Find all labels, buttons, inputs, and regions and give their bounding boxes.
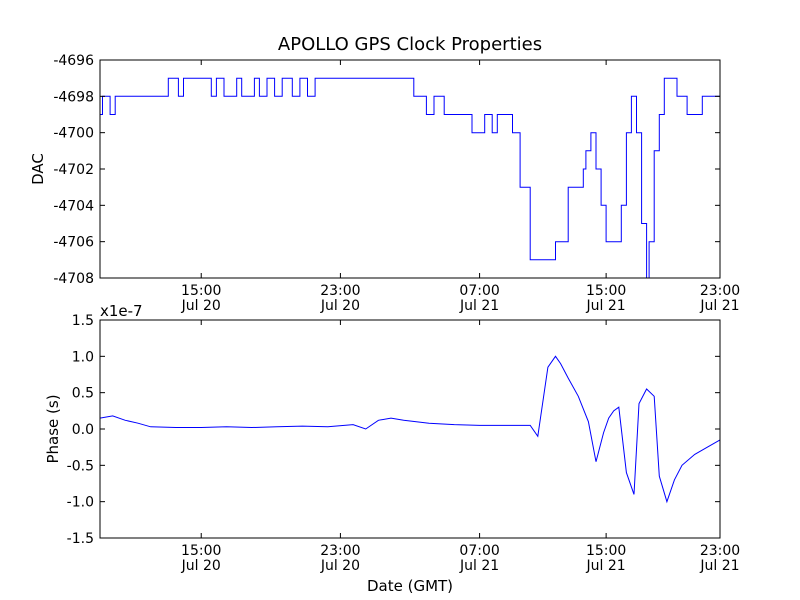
phase-x-tick-date-label: Jul 20	[320, 558, 360, 574]
phase-series-layer	[99, 355, 721, 504]
dac-panel: -4708 -4706 -4704 -4702 -4700 -4698 -4696 15:0…	[29, 53, 740, 314]
phase-x-tick-time-label: 23:00	[700, 543, 740, 559]
dac-y-axis-label: DAC	[29, 153, 47, 185]
dac-x-tick-date-label: Jul 21	[586, 298, 626, 314]
dac-y-tick-label: -4706	[53, 235, 94, 251]
dac-x-tick-time-label: 07:00	[459, 283, 499, 299]
dac-series-layer	[100, 77, 720, 279]
dac-x-tick-date-label: Jul 21	[459, 298, 499, 314]
phase-x-tick-time-label: 15:00	[586, 543, 626, 559]
dac-x-tick-date-label: Jul 21	[699, 298, 739, 314]
phase-y-multiplier: x1e-7	[100, 302, 143, 320]
phase-y-tick-label: 0.0	[72, 422, 94, 438]
dac-series-line-0	[100, 77, 720, 279]
dac-y-tick-label: -4702	[53, 162, 94, 178]
dac-x-tick-time-label: 15:00	[181, 283, 221, 299]
phase-x-tick-time-label: 07:00	[459, 543, 499, 559]
phase-y-tick-label: -1.0	[67, 495, 94, 511]
phase-x-tick-time-label: 23:00	[320, 543, 360, 559]
figure-title: APOLLO GPS Clock Properties	[278, 34, 542, 55]
dac-y-tick-label: -4700	[53, 126, 94, 142]
phase-y-ticks: -1.5 -1.0 -0.5 0.0 0.5 1.0 1.5	[67, 313, 720, 547]
dac-x-tick-time-label: 23:00	[700, 283, 740, 299]
phase-y-tick-label: -0.5	[67, 458, 94, 474]
dac-y-tick-label: -4698	[53, 89, 94, 105]
phase-y-tick-label: -1.5	[67, 531, 94, 547]
phase-x-tick-date-label: Jul 21	[459, 558, 499, 574]
phase-y-axis-label: Phase (s)	[44, 394, 62, 463]
phase-series-line-0	[99, 355, 721, 504]
dac-x-tick-time-label: 15:00	[586, 283, 626, 299]
dac-y-tick-label: -4708	[53, 271, 94, 287]
phase-y-tick-label: 1.0	[72, 349, 94, 365]
dac-y-ticks: -4708 -4706 -4704 -4702 -4700 -4698 -4696	[53, 53, 720, 287]
phase-x-tick-date-label: Jul 20	[181, 558, 221, 574]
phase-y-tick-label: 0.5	[72, 386, 94, 402]
dac-x-tick-date-label: Jul 20	[181, 298, 221, 314]
dac-x-tick-time-label: 23:00	[320, 283, 360, 299]
phase-x-tick-date-label: Jul 21	[699, 558, 739, 574]
dac-x-tick-date-label: Jul 20	[320, 298, 360, 314]
phase-x-tick-time-label: 15:00	[181, 543, 221, 559]
phase-x-axis-label: Date (GMT)	[367, 577, 453, 595]
dac-y-tick-label: -4696	[53, 53, 94, 69]
dac-y-tick-label: -4704	[53, 198, 94, 214]
phase-y-tick-label: 1.5	[72, 313, 94, 329]
phase-x-tick-date-label: Jul 21	[586, 558, 626, 574]
